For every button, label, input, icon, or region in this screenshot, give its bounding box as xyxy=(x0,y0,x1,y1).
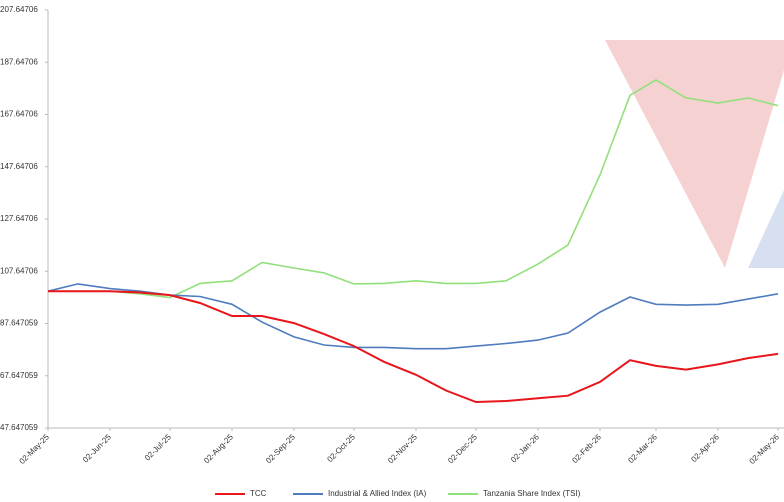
legend-label: Tanzania Share Index (TSI) xyxy=(483,489,581,498)
x-tick-label: 02-Oct-25 xyxy=(325,432,357,464)
x-tick-label: 02-Dec-25 xyxy=(446,432,479,465)
y-tick-label: 187.64706 xyxy=(0,57,38,66)
series-line xyxy=(48,78,779,299)
legend-label: Industrial & Allied Index (IA) xyxy=(328,489,427,498)
x-tick-label: 02-Jun-25 xyxy=(81,432,113,464)
x-tick-label: 02-May-26 xyxy=(747,432,781,466)
x-tick-label: 02-Jul-25 xyxy=(143,432,173,462)
x-tick-label: 02-Jan-26 xyxy=(509,432,541,464)
series-line xyxy=(48,290,779,404)
x-tick-label: 02-Nov-25 xyxy=(386,432,419,465)
decor-triangle xyxy=(605,40,784,268)
x-tick-label: 02-Aug-25 xyxy=(202,432,235,465)
y-tick-label: 87.647059 xyxy=(0,319,38,328)
y-tick-label: 67.647059 xyxy=(0,371,38,380)
y-tick-label: 167.64706 xyxy=(0,110,38,119)
x-tick-label: 02-Feb-26 xyxy=(570,432,603,465)
y-tick-label: 107.64706 xyxy=(0,266,38,275)
y-tick-label: 47.647059 xyxy=(0,423,38,432)
y-tick-label: 207.64706 xyxy=(0,5,38,14)
x-tick-label: 02-Apr-26 xyxy=(689,432,721,464)
x-tick-label: 02-Sep-25 xyxy=(264,432,297,465)
decor-triangle xyxy=(748,190,784,268)
x-tick-label: 02-May-25 xyxy=(17,432,51,466)
x-tick-label: 02-Mar-26 xyxy=(626,432,659,465)
y-tick-label: 147.64706 xyxy=(0,162,38,171)
legend-label: TCC xyxy=(250,489,267,498)
y-tick-label: 127.64706 xyxy=(0,214,38,223)
